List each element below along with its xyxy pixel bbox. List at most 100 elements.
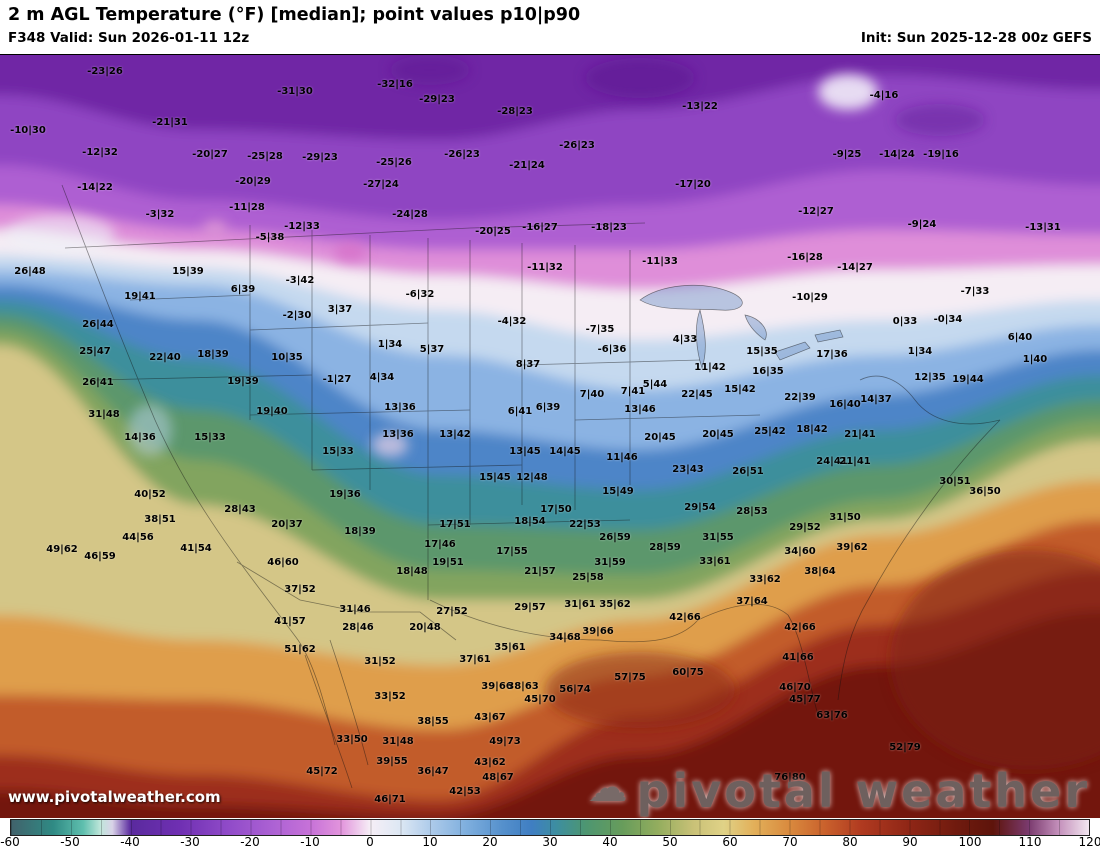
point-value: -5|38 xyxy=(255,232,285,243)
watermark-brand: pivotal weather xyxy=(636,764,1090,818)
point-value: 15|39 xyxy=(172,266,204,277)
point-value: 48|67 xyxy=(482,772,514,783)
point-value: 40|52 xyxy=(134,489,166,500)
point-value: 7|40 xyxy=(579,389,605,400)
point-value: -17|20 xyxy=(675,179,711,190)
point-value: -29|23 xyxy=(419,94,455,105)
colorbar-tick: 90 xyxy=(902,835,918,849)
point-value: 20|45 xyxy=(702,429,734,440)
point-value: 11|46 xyxy=(606,452,638,463)
point-value: 1|40 xyxy=(1022,354,1048,365)
point-value: -27|24 xyxy=(363,179,399,190)
site-url: www.pivotalweather.com xyxy=(8,788,221,806)
colorbar-tick: 60 xyxy=(722,835,738,849)
point-value: 19|40 xyxy=(256,406,288,417)
point-value: 17|46 xyxy=(424,539,456,550)
point-value: -6|32 xyxy=(405,289,435,300)
point-value: 18|39 xyxy=(344,526,376,537)
point-value: -26|23 xyxy=(444,149,480,160)
point-value: -9|24 xyxy=(907,219,937,230)
point-values-layer: -23|26 -31|30 -32|16 -29|23 -28|23 -26|23 -13|… xyxy=(0,55,1100,818)
colorbar-tick: -20 xyxy=(240,835,260,849)
point-value: -20|27 xyxy=(192,149,228,160)
point-value: 13|46 xyxy=(624,404,656,415)
point-value: -32|16 xyxy=(377,79,413,90)
point-value: 14|45 xyxy=(549,446,581,457)
point-value: 21|57 xyxy=(524,566,556,577)
point-value: -9|25 xyxy=(832,149,862,160)
colorbar-tick: 30 xyxy=(542,835,558,849)
point-value: 43|62 xyxy=(474,757,506,768)
temperature-field xyxy=(0,55,1100,818)
point-value: 10|35 xyxy=(271,352,303,363)
point-value: -1|27 xyxy=(322,374,352,385)
point-value: 31|59 xyxy=(594,557,626,568)
point-value: 46|71 xyxy=(374,794,406,805)
point-value: 22|45 xyxy=(681,389,713,400)
point-value: 18|39 xyxy=(197,349,229,360)
colorbar-tick: 0 xyxy=(366,835,374,849)
point-value: 39|62 xyxy=(836,542,868,553)
point-value: 15|35 xyxy=(746,346,778,357)
point-value: 37|64 xyxy=(736,596,768,607)
point-value: 6|39 xyxy=(230,284,256,295)
point-value: 46|60 xyxy=(267,557,299,568)
point-value: -14|27 xyxy=(837,262,873,273)
point-value: -16|28 xyxy=(787,252,823,263)
colorbar-tick: -10 xyxy=(300,835,320,849)
point-value: -28|23 xyxy=(497,106,533,117)
colorbar-tick: 120 xyxy=(1078,835,1100,849)
point-value: 22|39 xyxy=(784,392,816,403)
point-value: 43|67 xyxy=(474,712,506,723)
point-value: 41|57 xyxy=(274,616,306,627)
map-title: 2 m AGL Temperature (°F) [median]; point… xyxy=(8,5,581,25)
colorbar-tick: 50 xyxy=(662,835,678,849)
map-border-lines xyxy=(61,184,1001,789)
point-value: 12|48 xyxy=(516,472,548,483)
point-value: 19|44 xyxy=(952,374,984,385)
point-value: -25|26 xyxy=(376,157,412,168)
point-value: 21|41 xyxy=(844,429,876,440)
point-value: -2|30 xyxy=(282,310,312,321)
point-value: 15|42 xyxy=(724,384,756,395)
point-value: 17|50 xyxy=(540,504,572,515)
colorbar-gradient xyxy=(10,819,1090,836)
point-value: 15|33 xyxy=(322,446,354,457)
point-value: 49|62 xyxy=(46,544,78,555)
point-value: 6|39 xyxy=(535,402,561,413)
point-value: 1|34 xyxy=(907,346,933,357)
point-value: 27|52 xyxy=(436,606,468,617)
point-value: 42|66 xyxy=(669,612,701,623)
point-value: -0|34 xyxy=(933,314,963,325)
colorbar-tick: -30 xyxy=(180,835,200,849)
point-value: -20|29 xyxy=(235,176,271,187)
point-value: 23|43 xyxy=(672,464,704,475)
point-value: 28|43 xyxy=(224,504,256,515)
point-value: -12|32 xyxy=(82,147,118,158)
point-value: 16|40 xyxy=(829,399,861,410)
point-value: 26|48 xyxy=(14,266,46,277)
point-value: 29|54 xyxy=(684,502,716,513)
point-value: 3|37 xyxy=(327,304,353,315)
colorbar-tick: 100 xyxy=(958,835,982,849)
point-value: 7|41 xyxy=(620,386,646,397)
point-value: 33|50 xyxy=(336,734,368,745)
point-value: 24|41 xyxy=(816,456,848,467)
point-value: 29|57 xyxy=(514,602,546,613)
point-value: 45|77 xyxy=(789,694,821,705)
point-value: 35|62 xyxy=(599,599,631,610)
map-canvas: -23|26 -31|30 -32|16 -29|23 -28|23 -26|23 -13|… xyxy=(0,55,1100,818)
point-value: -21|31 xyxy=(152,117,188,128)
colorbar-tick: -40 xyxy=(120,835,140,849)
point-value: 34|60 xyxy=(784,546,816,557)
point-value: 38|63 xyxy=(507,681,539,692)
point-value: -18|23 xyxy=(591,222,627,233)
point-value: -10|30 xyxy=(10,125,46,136)
point-value: 41|66 xyxy=(782,652,814,663)
point-value: -6|36 xyxy=(597,344,627,355)
point-value: 36|47 xyxy=(417,766,449,777)
point-value: 28|46 xyxy=(342,622,374,633)
point-value: -11|33 xyxy=(642,256,678,267)
point-value: 6|41 xyxy=(507,406,533,417)
point-value: 17|36 xyxy=(816,349,848,360)
